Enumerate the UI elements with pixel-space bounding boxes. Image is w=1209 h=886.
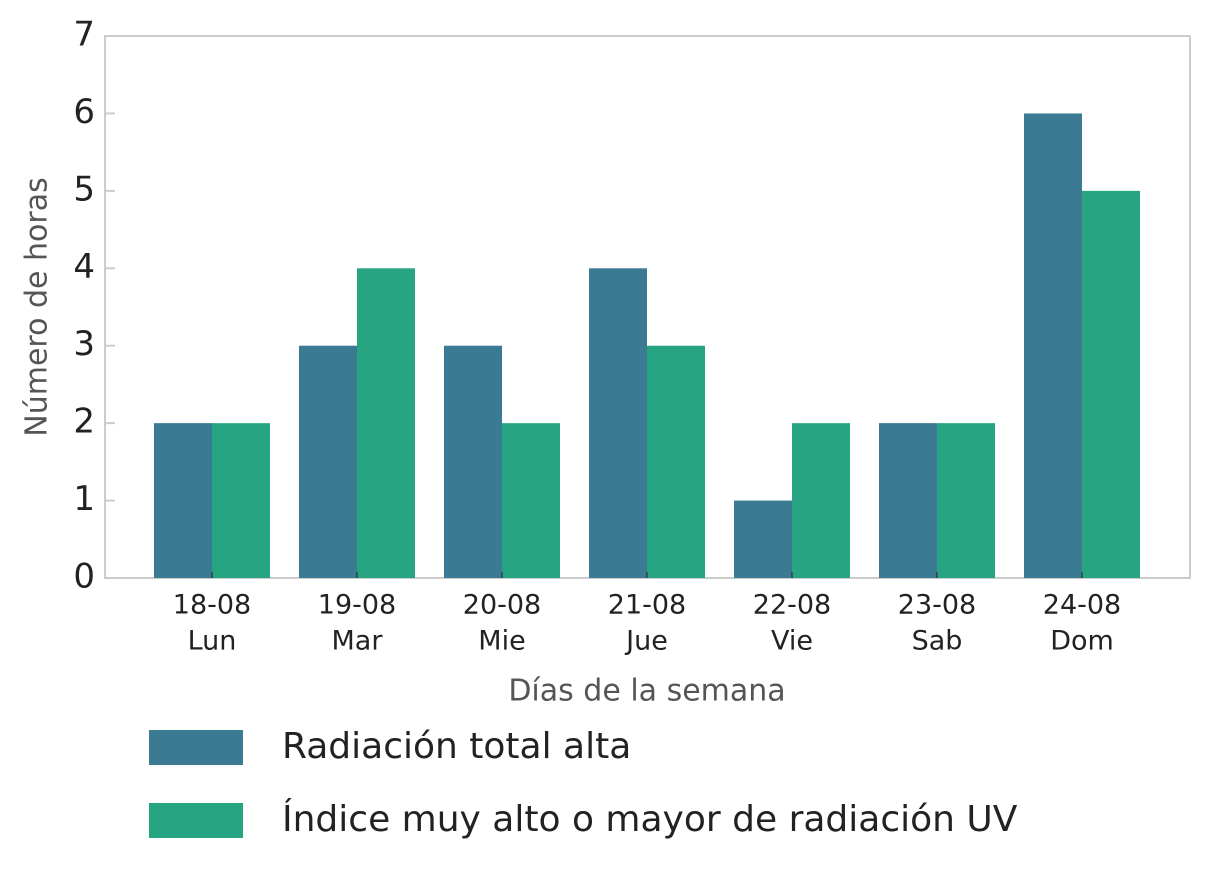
x-tick-label: 18-08: [173, 590, 251, 621]
y-tick-label: 5: [73, 169, 95, 209]
bar: [589, 268, 647, 578]
bar: [792, 423, 850, 578]
x-tick-label: 22-08: [753, 590, 831, 621]
y-axis-label: Número de horas: [20, 177, 55, 436]
bar: [879, 423, 937, 578]
bar: [502, 423, 560, 578]
bar: [937, 423, 995, 578]
bar: [1024, 113, 1082, 578]
bar: [734, 500, 792, 578]
bar: [154, 423, 212, 578]
bar: [444, 345, 502, 578]
y-tick-label: 3: [73, 324, 95, 364]
y-tick-label: 7: [73, 15, 95, 55]
x-tick-label: Sab: [912, 626, 963, 657]
y-tick-label: 1: [73, 479, 95, 519]
legend-label: Índice muy alto o mayor de radiación UV: [282, 798, 1018, 840]
y-tick-label: 6: [73, 92, 95, 132]
x-tick-label: Mar: [332, 626, 384, 657]
x-tick-label: Jue: [624, 626, 668, 657]
legend-label: Radiación total alta: [282, 726, 631, 767]
x-tick-label: 19-08: [318, 590, 396, 621]
bar: [357, 268, 415, 578]
x-tick-label: Dom: [1050, 626, 1114, 657]
bar: [299, 345, 357, 578]
x-tick-label: 23-08: [898, 590, 976, 621]
x-tick-label: Lun: [188, 626, 237, 657]
bar: [212, 423, 270, 578]
y-tick-label: 0: [73, 557, 95, 597]
y-tick-label: 2: [73, 402, 95, 442]
x-tick-label: 21-08: [608, 590, 686, 621]
x-tick-label: Vie: [771, 626, 813, 657]
x-tick-label: 24-08: [1043, 590, 1121, 621]
legend-swatch: [149, 730, 243, 765]
x-axis-label: Días de la semana: [508, 674, 785, 709]
x-tick-label: Mie: [478, 626, 525, 657]
bar: [647, 345, 705, 578]
y-tick-label: 4: [73, 247, 95, 287]
legend-swatch: [149, 803, 243, 838]
bar: [1082, 190, 1140, 578]
x-tick-label: 20-08: [463, 590, 541, 621]
